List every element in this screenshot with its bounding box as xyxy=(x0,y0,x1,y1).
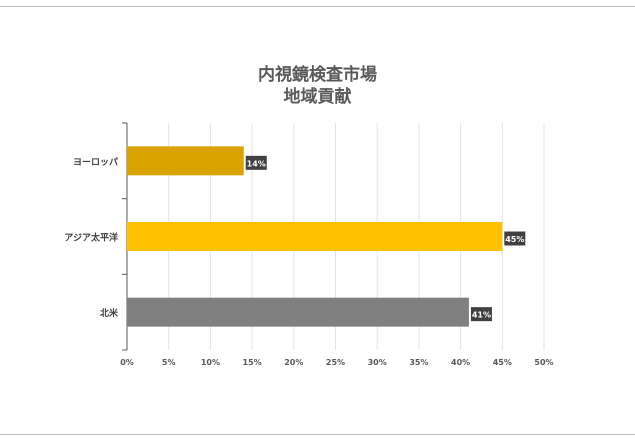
data-label: 45% xyxy=(505,235,524,244)
top-border xyxy=(0,6,635,7)
category-label: アジア太平洋 xyxy=(64,232,118,244)
bottom-border xyxy=(0,434,635,435)
data-label-box xyxy=(245,155,267,170)
x-tick-label: 20% xyxy=(284,358,303,367)
chart-title: 内視鏡検査市場 地域貢献 xyxy=(0,64,635,108)
bar xyxy=(127,297,469,327)
bar xyxy=(127,222,503,251)
x-tick-label: 50% xyxy=(534,358,553,367)
x-tick-label: 40% xyxy=(451,358,470,367)
category-label: 北米 xyxy=(100,307,119,319)
chart-title-line-1: 内視鏡検査市場 xyxy=(258,65,377,85)
chart-title-line-2: 地域貢献 xyxy=(283,87,352,107)
x-tick-label: 15% xyxy=(243,358,262,367)
data-label-box xyxy=(470,307,492,322)
category-label: ヨーロッパ xyxy=(73,156,118,168)
bar xyxy=(127,146,244,176)
data-label-box xyxy=(504,231,526,246)
x-tick-label: 45% xyxy=(493,358,512,367)
x-tick-label: 25% xyxy=(326,358,345,367)
x-tick-label: 10% xyxy=(201,358,220,367)
x-tick-label: 0% xyxy=(120,358,134,367)
data-label: 41% xyxy=(472,311,491,320)
x-tick-label: 35% xyxy=(409,358,428,367)
x-tick-label: 5% xyxy=(162,358,176,367)
data-label: 14% xyxy=(247,159,266,168)
x-tick-label: 30% xyxy=(368,358,387,367)
